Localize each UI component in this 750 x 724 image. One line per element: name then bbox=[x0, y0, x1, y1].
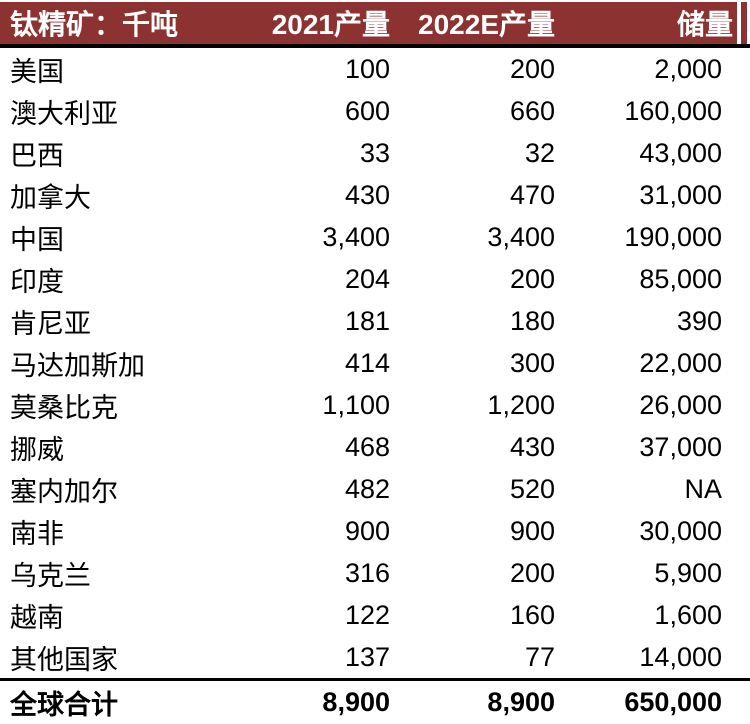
production-2022e-cell: 660 bbox=[509, 95, 555, 126]
column-header-reserves: 储量 bbox=[676, 9, 733, 40]
table-header-bar: 钛精矿：千吨 2021产量 2022E产量 储量 bbox=[0, 2, 737, 44]
production-2022e-cell: 470 bbox=[509, 179, 555, 210]
table-row: 越南 122 160 1,600 bbox=[0, 594, 750, 636]
header-accent-stripe bbox=[741, 2, 747, 44]
production-2022e-cell: 300 bbox=[509, 347, 555, 378]
production-2021-cell: 900 bbox=[344, 515, 390, 546]
production-2021-cell: 3,400 bbox=[322, 221, 390, 252]
table-row: 马达加斯加 414 300 22,000 bbox=[0, 342, 750, 384]
reserves-cell: 190,000 bbox=[624, 221, 722, 252]
production-2022e-cell: 200 bbox=[509, 53, 555, 84]
table-body: 美国 100 200 2,000 澳大利亚 600 660 160,000 巴西 33 32 43,0… bbox=[0, 48, 750, 678]
production-2021-cell: 600 bbox=[344, 95, 390, 126]
table-row: 乌克兰 316 200 5,900 bbox=[0, 552, 750, 594]
reserves-cell: 37,000 bbox=[639, 431, 722, 462]
country-cell: 其他国家 bbox=[10, 644, 118, 675]
total-label: 全球合计 bbox=[10, 690, 118, 720]
reserves-cell: 30,000 bbox=[639, 515, 722, 546]
reserves-cell: 43,000 bbox=[639, 137, 722, 168]
production-2022e-cell: 200 bbox=[509, 557, 555, 588]
table-row: 塞内加尔 482 520 NA bbox=[0, 468, 750, 510]
reserves-cell: 390 bbox=[676, 305, 722, 336]
table-row: 加拿大 430 470 31,000 bbox=[0, 174, 750, 216]
country-cell: 肯尼亚 bbox=[10, 308, 91, 339]
total-reserves: 650,000 bbox=[624, 687, 722, 717]
country-cell: 中国 bbox=[10, 224, 64, 255]
production-2022e-cell: 900 bbox=[509, 515, 555, 546]
reserves-cell: 26,000 bbox=[639, 389, 722, 420]
production-2021-cell: 482 bbox=[344, 473, 390, 504]
country-cell: 澳大利亚 bbox=[10, 98, 118, 129]
reserves-cell: 85,000 bbox=[639, 263, 722, 294]
country-cell: 印度 bbox=[10, 266, 64, 297]
country-cell: 马达加斯加 bbox=[10, 350, 145, 381]
reserves-cell: 1,600 bbox=[654, 599, 722, 630]
production-2021-cell: 137 bbox=[344, 641, 390, 672]
total-production-2022e: 8,900 bbox=[487, 687, 555, 717]
production-2022e-cell: 160 bbox=[509, 599, 555, 630]
table-row: 其他国家 137 77 14,000 bbox=[0, 636, 750, 678]
reserves-cell: NA bbox=[684, 473, 722, 504]
country-cell: 莫桑比克 bbox=[10, 392, 118, 423]
country-cell: 越南 bbox=[10, 602, 64, 633]
country-cell: 塞内加尔 bbox=[10, 476, 118, 507]
column-header-2021-production: 2021产量 bbox=[271, 9, 390, 40]
production-2021-cell: 316 bbox=[344, 557, 390, 588]
country-cell: 加拿大 bbox=[10, 182, 91, 213]
table-row: 南非 900 900 30,000 bbox=[0, 510, 750, 552]
production-2022e-cell: 520 bbox=[509, 473, 555, 504]
table-row: 莫桑比克 1,100 1,200 26,000 bbox=[0, 384, 750, 426]
column-header-2022e-production: 2022E产量 bbox=[418, 9, 555, 40]
production-2022e-cell: 1,200 bbox=[487, 389, 555, 420]
table-title: 钛精矿：千吨 bbox=[10, 9, 179, 40]
reserves-cell: 31,000 bbox=[639, 179, 722, 210]
production-2022e-cell: 430 bbox=[509, 431, 555, 462]
total-production-2021: 8,900 bbox=[322, 687, 390, 717]
production-2022e-cell: 77 bbox=[524, 641, 555, 672]
production-2021-cell: 33 bbox=[359, 137, 390, 168]
reserves-cell: 5,900 bbox=[654, 557, 722, 588]
production-2022e-cell: 180 bbox=[509, 305, 555, 336]
country-cell: 南非 bbox=[10, 518, 64, 549]
production-2021-cell: 414 bbox=[344, 347, 390, 378]
production-2021-cell: 468 bbox=[344, 431, 390, 462]
table-row: 美国 100 200 2,000 bbox=[0, 48, 750, 90]
production-2021-cell: 122 bbox=[344, 599, 390, 630]
production-2022e-cell: 3,400 bbox=[487, 221, 555, 252]
production-2022e-cell: 32 bbox=[524, 137, 555, 168]
table-header: 钛精矿：千吨 2021产量 2022E产量 储量 bbox=[0, 2, 750, 48]
production-2021-cell: 430 bbox=[344, 179, 390, 210]
production-2021-cell: 100 bbox=[344, 53, 390, 84]
country-cell: 美国 bbox=[10, 56, 64, 87]
table-row: 挪威 468 430 37,000 bbox=[0, 426, 750, 468]
production-2021-cell: 1,100 bbox=[322, 389, 390, 420]
reserves-cell: 22,000 bbox=[639, 347, 722, 378]
total-row: 全球合计 8,900 8,900 650,000 bbox=[0, 678, 750, 724]
table-row: 中国 3,400 3,400 190,000 bbox=[0, 216, 750, 258]
reserves-cell: 14,000 bbox=[639, 641, 722, 672]
production-2022e-cell: 200 bbox=[509, 263, 555, 294]
production-2021-cell: 204 bbox=[344, 263, 390, 294]
reserves-cell: 2,000 bbox=[654, 53, 722, 84]
country-cell: 乌克兰 bbox=[10, 560, 91, 591]
table-row: 印度 204 200 85,000 bbox=[0, 258, 750, 300]
table-row: 澳大利亚 600 660 160,000 bbox=[0, 90, 750, 132]
country-cell: 挪威 bbox=[10, 434, 64, 465]
country-cell: 巴西 bbox=[10, 140, 64, 171]
reserves-cell: 160,000 bbox=[624, 95, 722, 126]
table-row: 肯尼亚 181 180 390 bbox=[0, 300, 750, 342]
table-row: 巴西 33 32 43,000 bbox=[0, 132, 750, 174]
production-2021-cell: 181 bbox=[344, 305, 390, 336]
